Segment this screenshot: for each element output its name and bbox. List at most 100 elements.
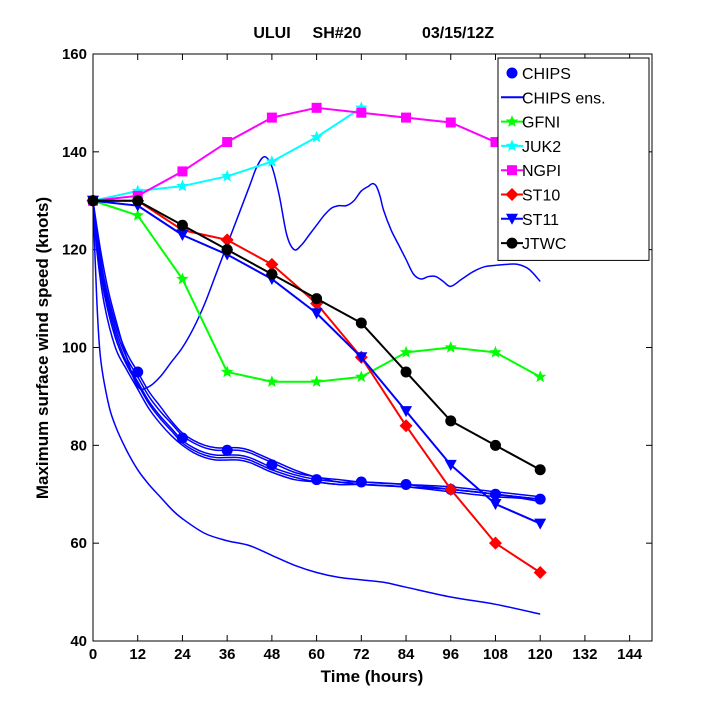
data-point-jtwc [489, 439, 501, 451]
x-tick-label: 84 [398, 646, 415, 663]
data-point-st10 [265, 257, 279, 271]
x-tick-label: 132 [572, 646, 597, 663]
legend-marker [506, 213, 518, 225]
legend-label: GFNI [522, 115, 560, 132]
legend-marker [506, 237, 518, 249]
x-tick-label: 120 [528, 646, 553, 663]
data-point-gfni [265, 375, 279, 387]
x-tick-label: 48 [264, 646, 281, 663]
data-point-ngpi [356, 107, 367, 118]
data-point-st11 [176, 229, 189, 241]
data-point-ngpi [222, 137, 233, 148]
legend-label: ST10 [522, 188, 560, 205]
data-point-juk2 [355, 101, 368, 114]
legend-marker [505, 139, 519, 152]
y-tick-label: 40 [70, 633, 87, 650]
legend-label: ST11 [522, 212, 559, 229]
data-point-ngpi [177, 166, 188, 177]
x-tick-label: 108 [483, 646, 508, 663]
data-point-gfni [355, 370, 368, 383]
data-point-jtwc [445, 415, 457, 427]
data-point-st10 [220, 233, 234, 247]
data-point-chips [311, 474, 323, 486]
data-point-st11 [355, 352, 368, 364]
data-point-jtwc [221, 244, 233, 256]
legend-entry-st11: ST11 [501, 212, 559, 229]
x-tick-label: 36 [219, 646, 236, 663]
data-point-juk2 [310, 130, 323, 143]
x-tick-label: 12 [129, 646, 146, 663]
legend-label: NGPI [522, 163, 561, 180]
y-tick-label: 160 [62, 46, 87, 63]
data-point-jtwc [355, 317, 367, 329]
data-point-st11 [400, 406, 413, 418]
data-point-jtwc [132, 195, 144, 207]
data-point-st10 [444, 482, 458, 496]
y-tick-label: 80 [70, 437, 87, 454]
data-point-chips [489, 488, 501, 500]
data-point-chips [132, 366, 144, 378]
data-point-ngpi [445, 117, 456, 128]
data-point-st11 [489, 499, 502, 511]
plot-border [92, 53, 653, 642]
legend-box [497, 57, 650, 261]
x-tick-label: 0 [89, 646, 97, 663]
legend-entry-juk2: JUK2 [501, 139, 561, 156]
plot-frame [92, 53, 653, 642]
legend: CHIPS CHIPS ens. GFNI JUK2 NGPI ST10 ST11 JTWC [497, 57, 650, 261]
y-tick-label: 140 [62, 144, 87, 161]
data-point-gfni [399, 345, 413, 358]
legend-entry-st10: ST10 [501, 188, 560, 205]
x-tick-label: 72 [353, 646, 370, 663]
chips-ensemble-line [92, 155, 541, 390]
data-point-chips [400, 478, 412, 490]
data-point-jtwc [266, 268, 278, 280]
y-tick-label: 120 [62, 242, 87, 259]
data-point-gfni [220, 365, 234, 378]
data-point-chips [221, 444, 233, 456]
data-point-st11 [310, 308, 323, 320]
data-point-jtwc [176, 219, 188, 231]
data-point-gfni [444, 341, 457, 353]
data-point-ngpi [490, 137, 501, 148]
data-point-jtwc [400, 366, 412, 378]
chips-ensemble-line [92, 200, 541, 615]
data-point-st11 [534, 518, 547, 530]
x-tick-label: 60 [308, 646, 325, 663]
legend-marker [505, 188, 519, 201]
legend-entry-chips: CHIPS [506, 66, 571, 83]
legend-marker [507, 165, 517, 176]
data-point-juk2 [220, 169, 234, 182]
data-point-ngpi [266, 112, 277, 123]
data-point-juk2 [131, 184, 144, 197]
legend-label: JUK2 [522, 139, 561, 156]
data-point-jtwc [311, 293, 323, 305]
y-tick-label: 100 [62, 340, 87, 357]
chart-title: ULUI SH#20 03/15/12Z [253, 25, 494, 42]
series-lines [86, 101, 547, 580]
title-datetime: 03/15/12Z [422, 25, 494, 42]
data-point-gfni [489, 345, 502, 358]
data-point-chips [355, 476, 367, 488]
data-point-ngpi [401, 112, 412, 123]
data-point-gfni [176, 272, 189, 285]
legend-marker [505, 115, 519, 127]
data-point-st10 [533, 566, 547, 580]
data-point-juk2 [265, 155, 279, 167]
data-point-st11 [444, 459, 457, 471]
data-point-chips [266, 459, 278, 471]
data-point-juk2 [176, 179, 189, 192]
legend-marker [506, 67, 518, 79]
data-point-ngpi [311, 102, 322, 113]
legend-entry-jtwc: JTWC [501, 236, 566, 253]
title-storm-name: ULUI [253, 25, 290, 42]
data-point-st10 [488, 536, 502, 550]
data-point-st10 [399, 419, 413, 433]
y-axis-label: Maximum surface wind speed (knots) [33, 197, 52, 499]
data-point-chips [534, 493, 546, 505]
title-storm-id: SH#20 [313, 25, 362, 42]
x-tick-label: 144 [617, 646, 643, 663]
legend-label: JTWC [522, 236, 566, 253]
y-tick-label: 60 [70, 535, 87, 552]
